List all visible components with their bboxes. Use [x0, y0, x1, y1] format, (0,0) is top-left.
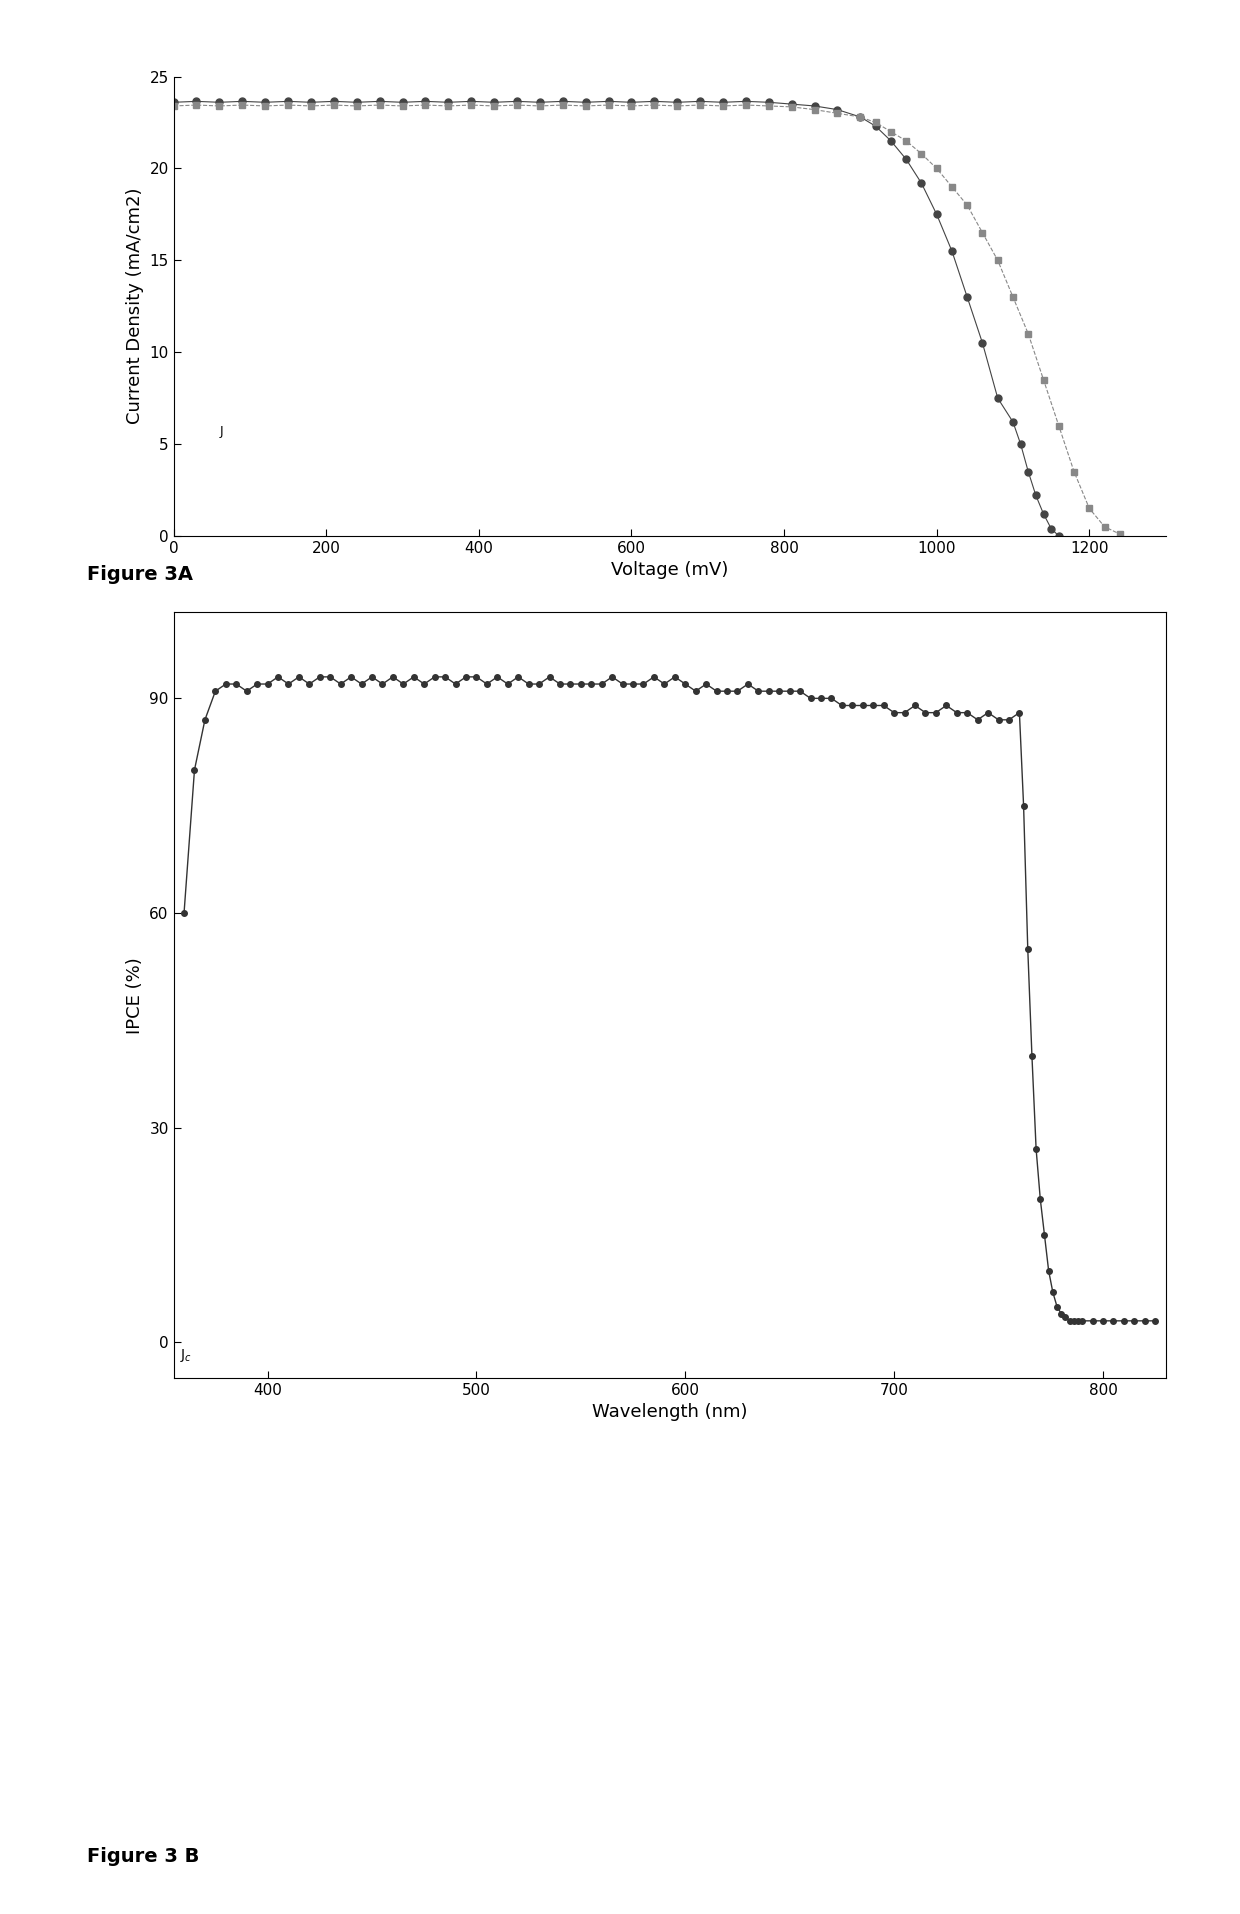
- X-axis label: Wavelength (nm): Wavelength (nm): [591, 1403, 748, 1422]
- Y-axis label: IPCE (%): IPCE (%): [125, 957, 144, 1034]
- Text: J: J: [219, 425, 223, 438]
- X-axis label: Voltage (mV): Voltage (mV): [611, 561, 728, 580]
- Text: J$_c$: J$_c$: [180, 1347, 192, 1365]
- Y-axis label: Current Density (mA/cm2): Current Density (mA/cm2): [126, 188, 144, 425]
- Text: Figure 3A: Figure 3A: [87, 565, 192, 584]
- Text: Figure 3 B: Figure 3 B: [87, 1847, 200, 1866]
